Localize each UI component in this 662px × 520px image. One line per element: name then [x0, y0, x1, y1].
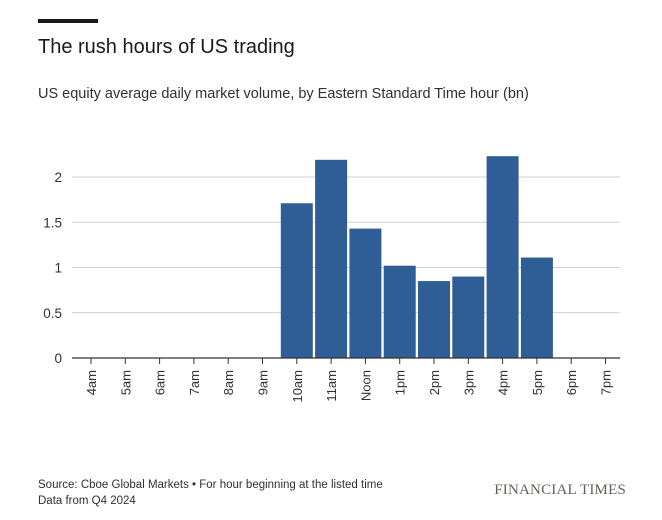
y-tick-label: 2 — [54, 170, 62, 185]
data-note: Data from Q4 2024 — [38, 495, 136, 507]
x-tick-label: 7pm — [599, 370, 614, 395]
x-tick-label: 5am — [118, 370, 133, 395]
y-tick-labels: 0 0.5 1 1.5 2 — [43, 170, 62, 366]
brand-logo: FINANCIAL TIMES — [494, 482, 626, 498]
bar — [486, 156, 519, 358]
bar — [315, 159, 348, 358]
x-tick-label: 1pm — [393, 370, 408, 395]
x-tick-label: 4am — [84, 370, 99, 395]
source-note: Source: Cboe Global Markets • For hour b… — [38, 479, 383, 491]
bar-chart: 0 0.5 1 1.5 2 4am 5am 6am 7am 8am 9am 10am 11am Noon… — [43, 156, 620, 403]
chart-title: The rush hours of US trading — [38, 36, 295, 58]
x-axis — [72, 357, 620, 364]
y-tick-label: 0 — [54, 351, 62, 366]
x-tick-label: 10am — [290, 370, 305, 403]
x-tick-label: 7am — [187, 370, 202, 395]
bar — [452, 276, 485, 358]
y-tick-label: 0.5 — [43, 306, 62, 321]
x-tick-label: 8am — [221, 370, 236, 395]
x-tick-label: 11am — [324, 370, 339, 402]
x-tick-label: 4pm — [496, 370, 511, 395]
x-tick-label: 5pm — [530, 370, 545, 395]
bar — [383, 265, 416, 358]
x-tick-label: 6am — [153, 370, 168, 395]
x-tick-label: 3pm — [461, 370, 476, 395]
bars — [280, 156, 553, 358]
bar — [520, 257, 553, 358]
bar — [349, 228, 382, 358]
y-tick-label: 1.5 — [43, 215, 62, 230]
bar — [280, 203, 313, 358]
x-tick-labels: 4am 5am 6am 7am 8am 9am 10am 11am Noon 1pm 2pm 3pm 4… — [84, 370, 614, 403]
chart-subtitle: US equity average daily market volume, b… — [38, 86, 529, 102]
bar — [418, 281, 450, 358]
y-tick-label: 1 — [54, 261, 62, 276]
x-tick-label: Noon — [358, 370, 373, 401]
x-tick-label: 6pm — [564, 370, 579, 395]
x-tick-label: 9am — [256, 370, 271, 395]
x-tick-label: 2pm — [427, 370, 442, 395]
header-rule — [38, 19, 98, 23]
